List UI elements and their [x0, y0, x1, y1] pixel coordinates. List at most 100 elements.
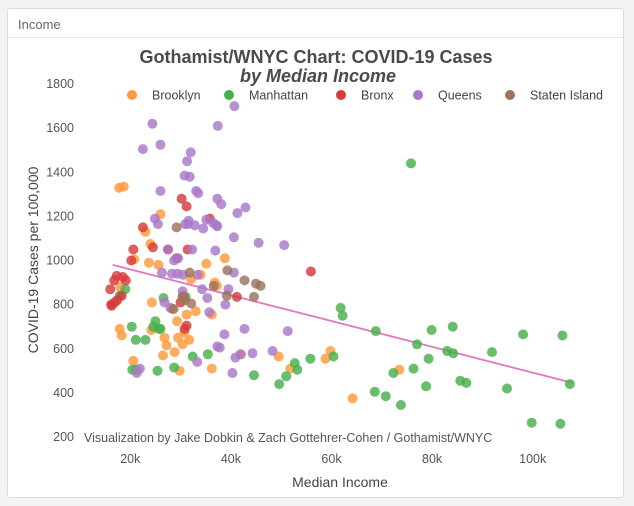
- point-brooklyn: [118, 181, 129, 192]
- point-queens: [173, 253, 184, 264]
- point-staten-island: [168, 304, 179, 314]
- point-bronx: [176, 193, 187, 204]
- point-queens: [198, 223, 209, 234]
- axes: 200 400 600 800 1000 1200 1400 1600 1800 20k 40k 60…: [46, 77, 547, 466]
- point-brooklyn: [201, 258, 212, 269]
- point-staten-island: [255, 280, 266, 291]
- point-queens: [212, 341, 223, 352]
- point-manhattan: [130, 334, 141, 345]
- chart-credit: Visualization by Jake Dobkin & Zach Gott…: [84, 431, 492, 445]
- point-brooklyn: [146, 297, 157, 308]
- point-manhattan: [564, 379, 575, 390]
- point-brooklyn: [159, 332, 170, 343]
- point-manhattan: [305, 353, 316, 364]
- point-queens: [211, 220, 222, 231]
- point-queens: [155, 139, 166, 150]
- point-queens: [180, 219, 191, 230]
- point-manhattan: [502, 383, 512, 394]
- point-manhattan: [408, 363, 419, 374]
- point-manhattan: [447, 321, 458, 332]
- point-queens: [187, 244, 198, 255]
- point-staten-island: [184, 267, 195, 278]
- point-queens: [137, 144, 148, 155]
- point-queens: [216, 199, 227, 210]
- point-queens: [202, 293, 213, 303]
- point-queens: [185, 147, 196, 158]
- y-tick-label: 600: [53, 342, 74, 356]
- legend-label: Brooklyn: [152, 89, 201, 103]
- point-staten-island: [221, 290, 232, 301]
- legend-marker: [224, 90, 234, 100]
- point-manhattan: [335, 302, 346, 313]
- point-brooklyn: [347, 393, 358, 404]
- legend-label: Bronx: [361, 89, 394, 103]
- point-queens: [134, 363, 145, 374]
- y-tick-label: 400: [53, 386, 74, 400]
- point-brooklyn: [172, 316, 183, 327]
- point-brooklyn: [169, 347, 180, 358]
- chart-title: Gothamist/WNYC Chart: COVID-19 Cases: [139, 47, 492, 67]
- point-bronx: [147, 242, 158, 253]
- point-queens: [212, 120, 223, 131]
- point-bronx: [120, 275, 131, 286]
- point-manhattan: [526, 417, 537, 428]
- point-manhattan: [448, 348, 459, 359]
- y-axis-label: COVID-19 Cases per 100,000: [25, 166, 41, 353]
- legend-label: Manhattan: [249, 89, 308, 103]
- legend: Brooklyn Manhattan Bronx Queens Staten Islan…: [127, 89, 603, 103]
- point-manhattan: [555, 418, 566, 429]
- point-staten-island: [208, 280, 219, 291]
- point-manhattan: [369, 386, 380, 397]
- legend-marker: [505, 90, 515, 100]
- point-manhattan: [395, 400, 406, 410]
- point-staten-island: [171, 222, 182, 233]
- point-bronx: [305, 266, 316, 277]
- point-bronx: [126, 255, 137, 266]
- point-brooklyn: [116, 330, 127, 341]
- point-manhattan: [292, 364, 303, 375]
- point-queens: [182, 156, 193, 167]
- point-manhattan: [557, 330, 568, 341]
- point-brooklyn: [206, 363, 217, 374]
- point-brooklyn: [158, 350, 168, 361]
- point-queens: [159, 297, 170, 308]
- point-bronx: [105, 284, 116, 295]
- point-manhattan: [140, 334, 151, 345]
- legend-marker: [127, 90, 137, 100]
- point-manhattan: [126, 321, 137, 332]
- trendline-layer: [112, 264, 574, 384]
- point-bronx: [106, 300, 117, 311]
- point-manhattan: [274, 379, 285, 390]
- point-queens: [153, 219, 163, 230]
- point-queens: [227, 368, 238, 378]
- point-bronx: [137, 222, 148, 233]
- point-queens: [232, 208, 243, 219]
- point-manhattan: [423, 353, 434, 364]
- point-brooklyn: [219, 253, 230, 264]
- point-queens: [282, 326, 293, 337]
- point-queens: [155, 186, 166, 196]
- y-tick-label: 1800: [46, 77, 74, 91]
- point-bronx: [128, 244, 139, 255]
- point-staten-island: [177, 291, 188, 302]
- card-header-label: Income: [18, 17, 61, 32]
- point-queens: [157, 267, 167, 278]
- point-queens: [204, 307, 215, 318]
- y-tick-label: 1200: [46, 209, 74, 223]
- point-queens: [229, 101, 240, 112]
- point-brooklyn: [161, 340, 172, 351]
- point-brooklyn: [143, 257, 154, 268]
- point-staten-island: [186, 298, 197, 309]
- point-manhattan: [426, 325, 437, 335]
- point-queens: [267, 346, 278, 356]
- point-manhattan: [169, 362, 180, 373]
- point-manhattan: [412, 339, 422, 350]
- point-manhattan: [155, 323, 166, 334]
- point-bronx: [181, 320, 192, 331]
- point-queens: [235, 349, 246, 360]
- point-queens: [219, 329, 230, 340]
- point-queens: [210, 245, 221, 256]
- points-layer: [105, 101, 575, 429]
- point-bronx: [109, 275, 120, 286]
- chart-card: Income: [7, 8, 624, 498]
